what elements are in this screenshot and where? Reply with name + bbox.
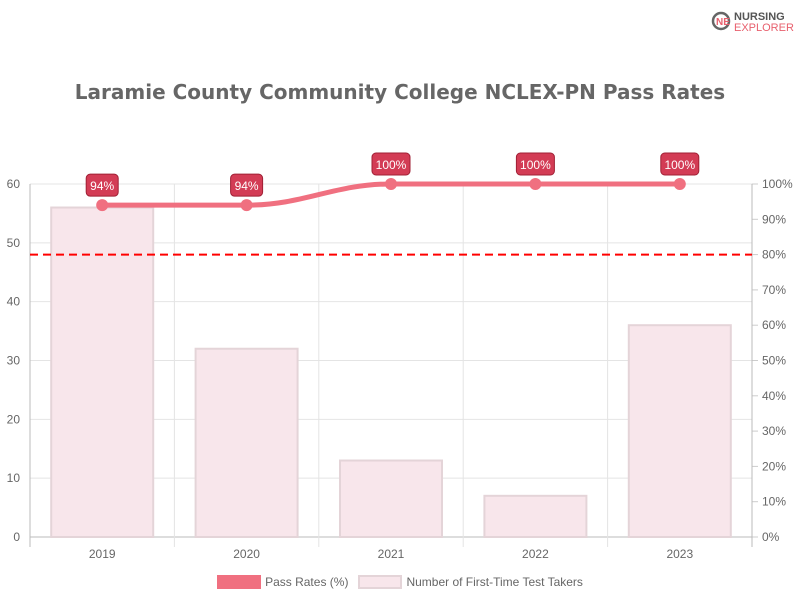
y-left-tick-label: 40 [7,295,21,309]
y-right-tick-label: 0% [762,530,780,544]
point-2020 [240,199,253,212]
y-right-tick-label: 80% [762,248,786,262]
chart-title: Laramie County Community College NCLEX-P… [74,80,726,104]
y-left-tick-label: 10 [7,471,21,485]
y-right-tick-label: 30% [762,424,786,438]
y-right-tick-label: 70% [762,283,786,297]
data-label: 94% [235,179,259,193]
data-label-box [230,173,264,197]
y-right-tick-label: 60% [762,318,786,332]
legend-swatch [217,575,262,589]
bars [50,206,732,539]
svg-text:NE: NE [716,17,730,28]
legend-item-test-takers[interactable]: Number of First-Time Test Takers [358,575,583,589]
bar-2022 [483,494,588,539]
y-right-tick-label: 10% [762,495,786,509]
y-right-tick-label: 100% [762,177,793,191]
point-2022 [529,178,542,190]
axes: 0 10 20 30 40 50 60 0% 10% 20% 30% 40% 50% 60% 70% 80% 9… [7,177,793,561]
data-labels: 94% 94% 100% 100% 100% [85,152,700,197]
y-left-tick-label: 30 [7,354,21,368]
point-2023 [673,178,686,190]
data-label-box [515,152,555,176]
legend: Pass Rates (%) Number of First-Time Test… [0,575,800,589]
pass-rate-line [96,178,686,212]
y-right-tick-label: 20% [762,459,786,473]
logo-line2: EXPLORER [734,22,794,34]
legend-swatch [358,575,403,589]
legend-item-pass-rates[interactable]: Pass Rates (%) [217,575,348,589]
data-label: 100% [376,158,407,172]
y-left-tick-label: 50 [7,236,21,250]
legend-label: Number of First-Time Test Takers [406,575,583,589]
data-label-box [371,152,411,176]
point-2019 [96,199,109,212]
data-label: 100% [520,158,551,172]
bar-2021 [339,459,443,538]
x-tick-label: 2023 [666,547,693,561]
y-right-tick-label: 90% [762,212,786,226]
y-left-tick-label: 60 [7,177,21,191]
x-tick-label: 2019 [89,547,116,561]
data-label: 100% [664,158,695,172]
point-2021 [385,178,397,190]
x-tick-label: 2021 [378,547,405,561]
legend-label: Pass Rates (%) [265,575,349,589]
y-right-tick-label: 50% [762,354,786,368]
data-label: 94% [90,179,114,193]
data-label-box [660,152,700,176]
y-left-tick-label: 0 [13,530,20,544]
x-tick-label: 2020 [233,547,260,561]
bar-2019 [50,206,155,539]
data-label-box [85,173,119,197]
bar-2023 [627,324,732,539]
y-left-tick-label: 20 [7,412,21,426]
nursing-explorer-logo: NE NURSING EXPLORER [710,8,795,36]
x-tick-label: 2022 [522,547,549,561]
logo-icon: NE NURSING EXPLORER [711,11,794,34]
bar-2020 [194,347,299,538]
logo-line1: NURSING [734,11,785,23]
y-right-tick-label: 40% [762,389,786,403]
